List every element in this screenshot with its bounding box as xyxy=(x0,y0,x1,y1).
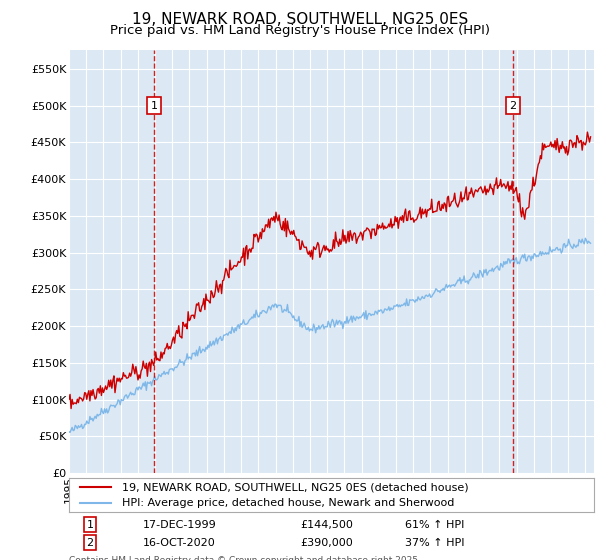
Text: HPI: Average price, detached house, Newark and Sherwood: HPI: Average price, detached house, Newa… xyxy=(121,498,454,508)
Text: Price paid vs. HM Land Registry's House Price Index (HPI): Price paid vs. HM Land Registry's House … xyxy=(110,24,490,37)
Text: £390,000: £390,000 xyxy=(300,538,353,548)
Text: 17-DEC-1999: 17-DEC-1999 xyxy=(143,520,216,530)
Text: 61% ↑ HPI: 61% ↑ HPI xyxy=(405,520,464,530)
Text: 2: 2 xyxy=(509,101,517,110)
Text: 2: 2 xyxy=(86,538,94,548)
Text: 19, NEWARK ROAD, SOUTHWELL, NG25 0ES: 19, NEWARK ROAD, SOUTHWELL, NG25 0ES xyxy=(132,12,468,27)
Text: 37% ↑ HPI: 37% ↑ HPI xyxy=(405,538,464,548)
Text: Contains HM Land Registry data © Crown copyright and database right 2025.
This d: Contains HM Land Registry data © Crown c… xyxy=(69,556,421,560)
Text: 19, NEWARK ROAD, SOUTHWELL, NG25 0ES (detached house): 19, NEWARK ROAD, SOUTHWELL, NG25 0ES (de… xyxy=(121,482,468,492)
Text: £144,500: £144,500 xyxy=(300,520,353,530)
Text: 1: 1 xyxy=(151,101,158,110)
Text: 1: 1 xyxy=(86,520,94,530)
Text: 16-OCT-2020: 16-OCT-2020 xyxy=(143,538,215,548)
